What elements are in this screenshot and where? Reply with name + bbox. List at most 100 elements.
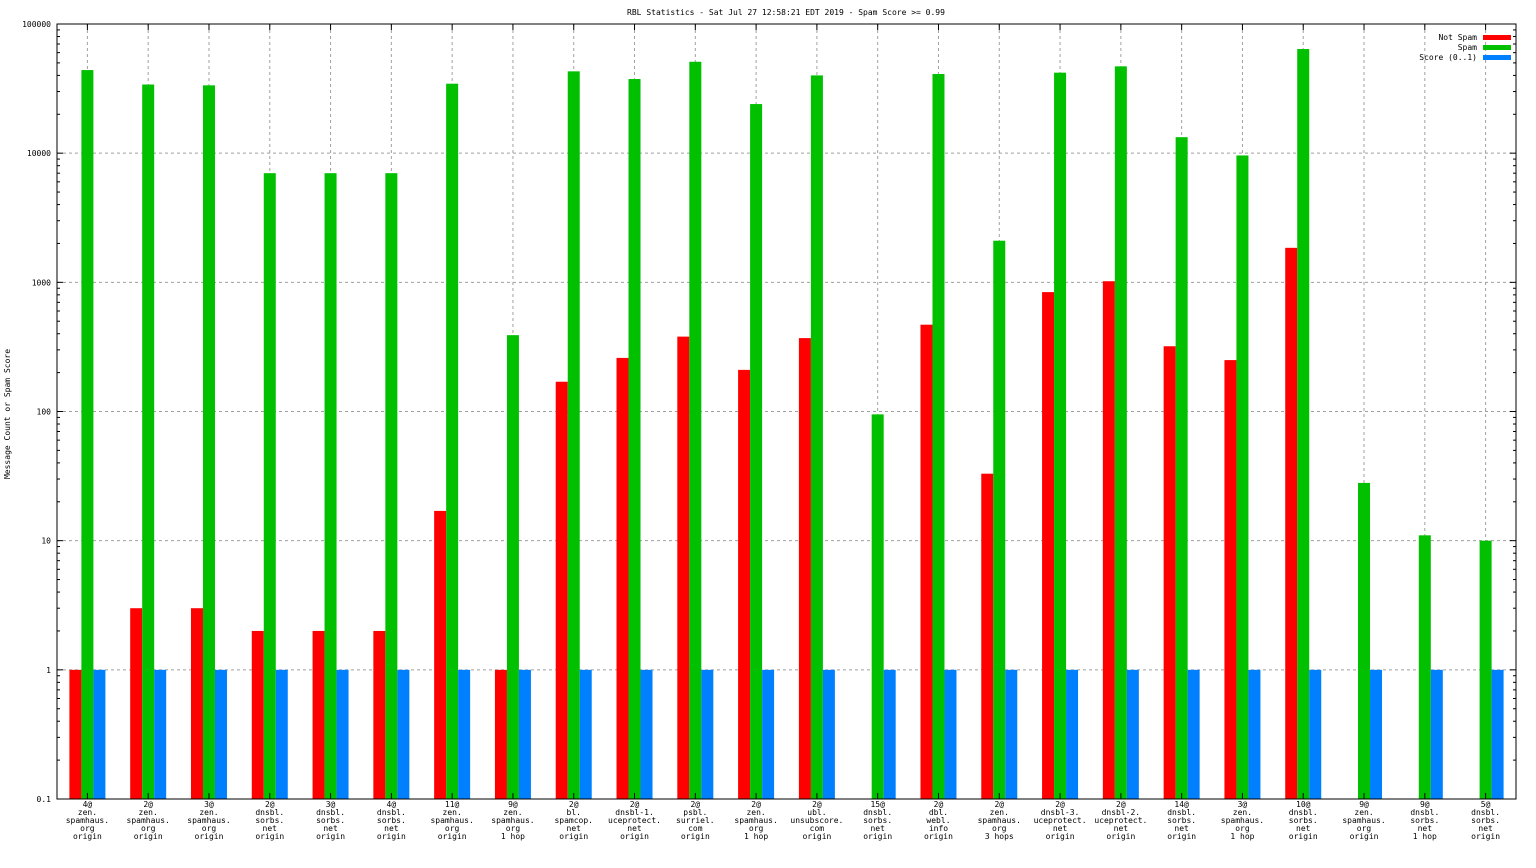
bar-spam xyxy=(750,104,763,800)
x-tick-label: sorbs. xyxy=(377,816,406,825)
bar-spam xyxy=(202,85,215,799)
bar-score-0-1 xyxy=(944,669,957,799)
x-tick-label: 1 hop xyxy=(501,832,525,841)
bar-not-spam xyxy=(738,369,751,799)
bar-spam xyxy=(446,83,459,799)
x-tick-label: zen. xyxy=(746,808,765,817)
y-tick-label: 10000 xyxy=(27,149,51,158)
x-tick-label: origin xyxy=(802,832,831,841)
x-tick-label: 3@ xyxy=(326,800,336,809)
x-tick-label: origin xyxy=(316,832,345,841)
x-tick-label: net xyxy=(1478,824,1493,833)
chart-title: RBL Statistics - Sat Jul 27 12:58:21 EDT… xyxy=(627,8,945,17)
x-tick-label: spamhaus. xyxy=(66,816,109,825)
bar-spam xyxy=(871,414,884,799)
bar-score-0-1 xyxy=(1430,669,1443,799)
x-tick-label: zen. xyxy=(990,808,1009,817)
x-tick-label: dnsbl. xyxy=(316,808,345,817)
bar-not-spam xyxy=(1285,247,1298,799)
x-tick-label: net xyxy=(870,824,885,833)
bar-spam xyxy=(1236,155,1249,799)
x-tick-label: 9@ xyxy=(1359,800,1369,809)
x-tick-label: 2@ xyxy=(630,800,640,809)
x-tick-label: 9@ xyxy=(1420,800,1430,809)
x-tick-label: uceprotect. xyxy=(1094,816,1147,825)
x-tick-label: zen. xyxy=(443,808,462,817)
x-tick-label: 9@ xyxy=(508,800,518,809)
bar-spam xyxy=(263,173,276,800)
bar-spam xyxy=(1054,72,1067,799)
x-tick-label: origin xyxy=(1289,832,1318,841)
x-tick-label: sorbs. xyxy=(863,816,892,825)
legend-label: Not Spam xyxy=(1438,33,1477,42)
bar-score-0-1 xyxy=(275,669,288,799)
bar-not-spam xyxy=(555,381,568,799)
x-tick-label: origin xyxy=(863,832,892,841)
bar-not-spam xyxy=(373,630,386,799)
x-tick-label: com xyxy=(810,824,825,833)
bar-spam xyxy=(567,71,580,800)
bar-score-0-1 xyxy=(1491,669,1504,799)
y-axis-ticks: 0.1 1 10 100 1000 10000 100000 xyxy=(22,20,1516,804)
x-tick-label: dnsbl. xyxy=(1471,808,1500,817)
bar-spam xyxy=(628,79,641,800)
x-tick-label: dnsbl. xyxy=(1167,808,1196,817)
bar-not-spam xyxy=(130,608,143,799)
x-tick-label: 10@ xyxy=(1296,800,1311,809)
bar-spam xyxy=(932,74,945,799)
x-tick-label: 2@ xyxy=(1116,800,1126,809)
x-tick-label: spamhaus. xyxy=(430,816,473,825)
x-tick-label: net xyxy=(567,824,582,833)
x-tick-label: net xyxy=(1418,824,1433,833)
x-tick-label: origin xyxy=(681,832,710,841)
bar-spam xyxy=(689,61,702,799)
x-tick-label: origin xyxy=(377,832,406,841)
x-tick-label: webl. xyxy=(926,816,950,825)
bar-not-spam xyxy=(312,630,325,799)
bar-score-0-1 xyxy=(458,669,471,799)
bar-score-0-1 xyxy=(1187,669,1200,799)
bar-spam xyxy=(1479,540,1492,799)
bar-score-0-1 xyxy=(883,669,896,799)
x-tick-label: 2@ xyxy=(751,800,761,809)
x-tick-label: dnsbl. xyxy=(377,808,406,817)
bar-not-spam xyxy=(69,669,82,799)
x-tick-label: spamhaus. xyxy=(187,816,230,825)
bar-score-0-1 xyxy=(640,669,653,799)
bar-score-0-1 xyxy=(1309,669,1322,799)
bar-score-0-1 xyxy=(93,669,106,799)
x-tick-label: 3@ xyxy=(1238,800,1248,809)
x-tick-label: 14@ xyxy=(1174,800,1189,809)
x-tick-label: org xyxy=(1357,824,1372,833)
x-tick-label: net xyxy=(384,824,399,833)
x-tick-label: sorbs. xyxy=(1471,816,1500,825)
x-tick-label: 2@ xyxy=(1055,800,1065,809)
x-tick-label: org xyxy=(749,824,764,833)
legend-label: Score (0..1) xyxy=(1419,53,1477,62)
x-tick-label: 2@ xyxy=(265,800,275,809)
x-tick-label: uceprotect. xyxy=(1034,816,1087,825)
bar-score-0-1 xyxy=(1248,669,1261,799)
x-tick-label: 1 hop xyxy=(1230,832,1254,841)
bar-spam xyxy=(1297,49,1310,799)
x-tick-label: psbl. xyxy=(683,808,707,817)
bar-score-0-1 xyxy=(1370,669,1383,799)
x-tick-label: 3@ xyxy=(204,800,214,809)
bar-score-0-1 xyxy=(579,669,592,799)
x-tick-label: 5@ xyxy=(1481,800,1491,809)
bar-spam xyxy=(81,70,94,800)
bar-not-spam xyxy=(1102,281,1115,799)
x-tick-label: unsubscore. xyxy=(790,816,843,825)
x-tick-label: origin xyxy=(1046,832,1075,841)
x-tick-label: zen. xyxy=(1354,808,1373,817)
bar-spam xyxy=(142,84,155,799)
x-tick-label: sorbs. xyxy=(255,816,284,825)
y-tick-label: 100000 xyxy=(22,20,51,29)
legend-label: Spam xyxy=(1458,43,1477,52)
x-tick-label: dnsbl-1. xyxy=(615,808,654,817)
y-axis-label: Message Count or Spam Score xyxy=(3,349,12,479)
bar-spam xyxy=(993,240,1006,799)
x-tick-label: 2@ xyxy=(569,800,579,809)
